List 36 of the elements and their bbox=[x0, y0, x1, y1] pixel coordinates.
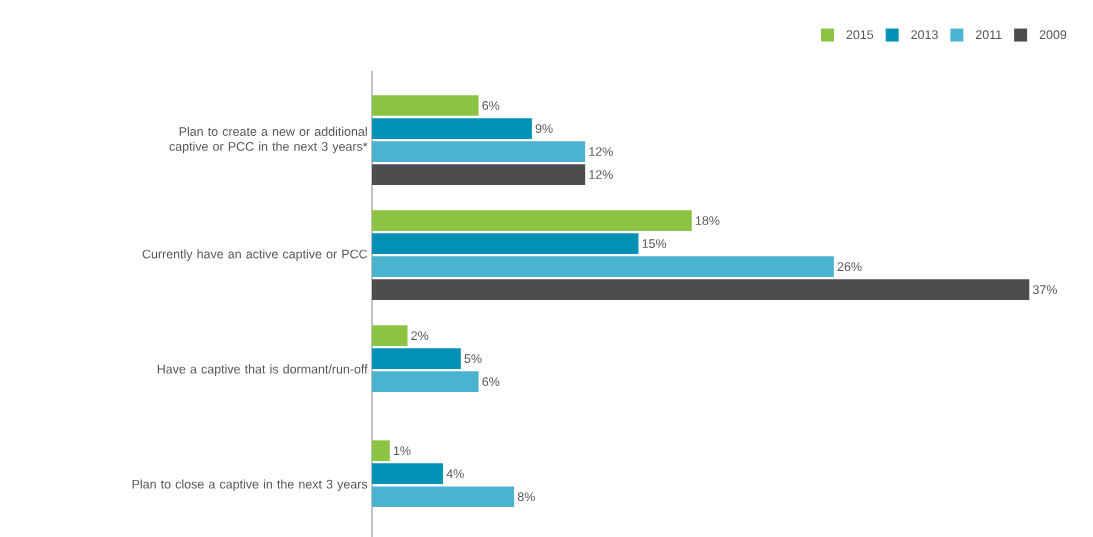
data-label: 12% bbox=[589, 147, 613, 156]
legend-label: 2009 bbox=[1039, 30, 1067, 40]
bar bbox=[372, 463, 444, 485]
data-label: 26% bbox=[837, 262, 862, 272]
data-label: 2% bbox=[411, 331, 429, 341]
data-label: 15% bbox=[642, 239, 667, 248]
data-label: 8% bbox=[517, 492, 535, 502]
y-tick-label: Plan to create a new or additional captive or PCC in the next 3 years* bbox=[169, 126, 368, 154]
legend-label: 2013 bbox=[911, 30, 938, 40]
data-label: 6% bbox=[482, 377, 500, 387]
bar bbox=[372, 233, 639, 254]
legend-label: 2015 bbox=[846, 30, 874, 40]
bar bbox=[372, 371, 479, 393]
data-label: 12% bbox=[589, 170, 613, 179]
bar bbox=[372, 256, 834, 277]
legend-label: 2011 bbox=[975, 30, 1002, 40]
data-label: 9% bbox=[535, 124, 553, 133]
data-label: 6% bbox=[482, 101, 500, 110]
bar bbox=[372, 440, 390, 462]
data-label: 18% bbox=[695, 216, 720, 225]
bar bbox=[372, 279, 1030, 300]
y-tick-label: Plan to close a captive in the next 3 years bbox=[132, 479, 368, 492]
data-label: 37% bbox=[1032, 285, 1057, 295]
bar bbox=[372, 118, 532, 139]
y-tick-label: Have a captive that is dormant/run-off bbox=[157, 364, 368, 376]
bar bbox=[372, 164, 586, 185]
y-tick-label: Currently have an active captive or PCC bbox=[142, 249, 368, 261]
data-label: 4% bbox=[446, 469, 464, 479]
bar bbox=[372, 348, 461, 370]
data-label: 1% bbox=[393, 446, 411, 456]
bar bbox=[372, 210, 692, 231]
data-label: 5% bbox=[464, 354, 482, 364]
bar bbox=[372, 325, 408, 346]
bar bbox=[372, 95, 479, 116]
bar bbox=[372, 141, 586, 162]
bar bbox=[372, 486, 515, 508]
